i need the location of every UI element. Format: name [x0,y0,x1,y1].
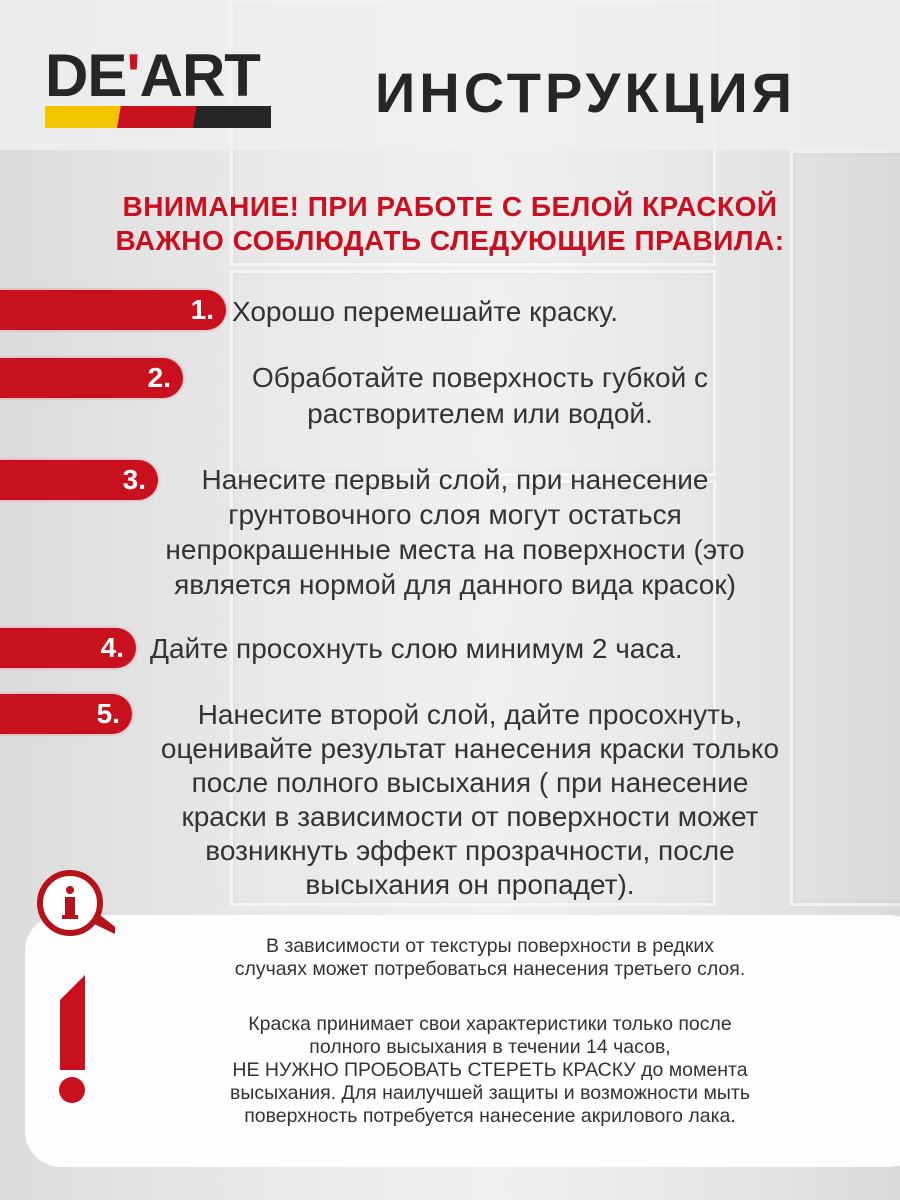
warning-heading: ВНИМАНИЕ! ПРИ РАБОТЕ С БЕЛОЙ КРАСКОЙ ВАЖ… [0,190,900,258]
warning-line: ВАЖНО СОБЛЮДАТЬ СЛЕДУЮЩИЕ ПРАВИЛА: [115,225,785,256]
step-number-badge: 2. [0,358,183,398]
step-text: Хорошо перемешайте краску. [232,296,619,327]
background-door-panel [230,480,716,906]
page-title: ИНСТРУКЦИЯ [375,61,796,124]
exclamation-icon [59,975,85,1103]
note-paragraph: Краска принимает свои характеристики тол… [229,1013,751,1127]
step-number-badge: 3. [0,460,158,500]
step-text: Нанесите первый слой, при нанесение грун… [165,464,745,600]
warning-line: ВНИМАНИЕ! ПРИ РАБОТЕ С БЕЛОЙ КРАСКОЙ [122,191,778,222]
note-box [25,915,900,1167]
deart-logo: DE'ART [45,46,271,130]
note-paragraph: В зависимости от текстуры поверхности в … [234,935,746,980]
step-number-badge: 4. [0,628,136,668]
info-bubble-icon [37,870,115,936]
background-door-panel [230,270,716,476]
step-text: Дайте просохнуть слою минимум 2 часа. [150,633,683,664]
step-text: Обработайте поверхность губкой с раствор… [251,362,708,429]
step-number-badge: 1. [0,290,226,330]
step-number-badge: 5. [0,694,132,734]
step-text: Нанесите второй слой, дайте просохнуть, … [160,699,780,900]
header: DE'ART ИНСТРУКЦИЯ [0,0,900,150]
background-door-panel [790,150,900,906]
